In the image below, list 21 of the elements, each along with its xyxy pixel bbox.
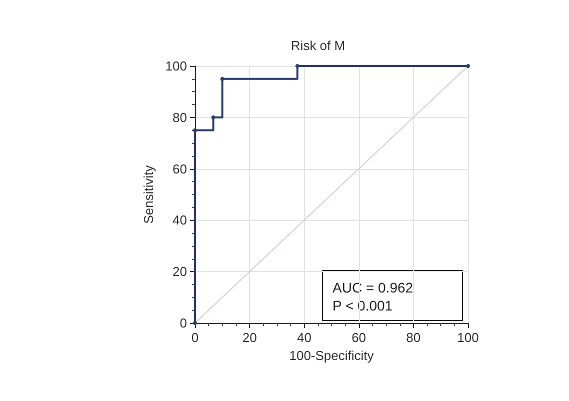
annotation: AUC = 0.962 — [332, 280, 414, 296]
y-tick-label: 60 — [172, 161, 187, 176]
x-tick-label: 80 — [406, 330, 421, 345]
point — [211, 115, 216, 120]
x-tick-label: 60 — [352, 330, 366, 345]
point — [295, 64, 300, 68]
y-tick-label: 40 — [172, 212, 187, 228]
x-tick-label: 100 — [457, 330, 479, 345]
point — [220, 76, 224, 81]
x-axis-title: 100-Specificity — [289, 348, 374, 363]
y-axis-title: Sensitivity — [141, 164, 156, 224]
y-tick-label: 0 — [180, 316, 187, 330]
chart-title: Risk of M — [290, 38, 346, 53]
y-tick-label: 80 — [172, 110, 187, 125]
x-tick-label: 40 — [296, 330, 312, 345]
point — [193, 321, 197, 325]
x-tick-label: 0 — [191, 330, 199, 345]
x-tick-label: 20 — [242, 330, 257, 345]
y-tick-label: 100 — [165, 58, 187, 74]
y-tick-label: 20 — [172, 264, 187, 280]
point — [466, 64, 470, 68]
